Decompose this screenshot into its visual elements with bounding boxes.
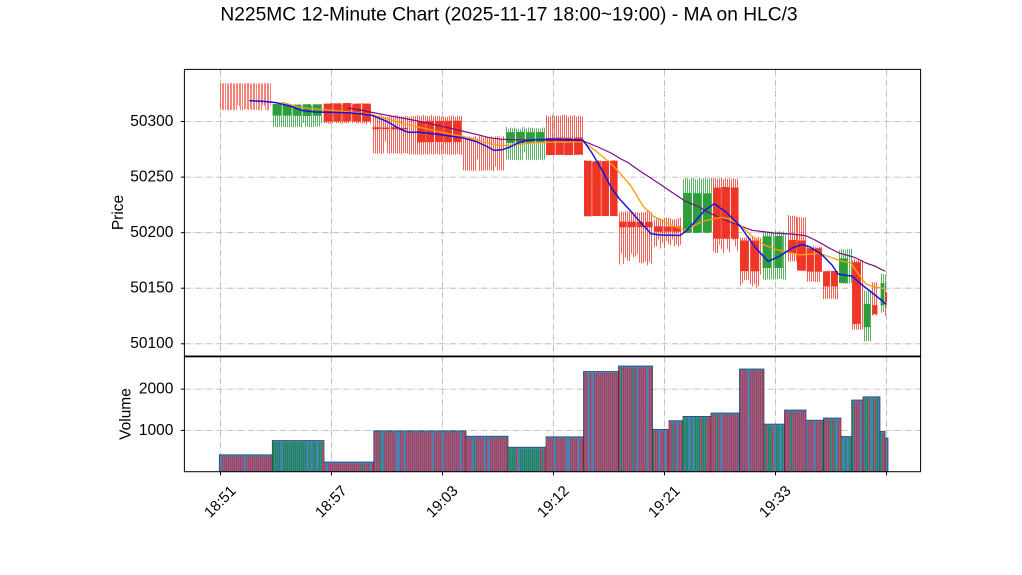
svg-text:1000: 1000 xyxy=(139,422,174,439)
svg-text:N225MC 12-Minute Chart (2025-1: N225MC 12-Minute Chart (2025-11-17 18:00… xyxy=(220,5,797,26)
svg-text:50300: 50300 xyxy=(130,113,173,130)
svg-text:50150: 50150 xyxy=(130,280,173,297)
svg-text:50250: 50250 xyxy=(130,169,173,186)
svg-text:2000: 2000 xyxy=(139,381,174,398)
svg-text:50100: 50100 xyxy=(130,335,173,352)
svg-text:Price: Price xyxy=(110,195,127,230)
svg-text:Volume: Volume xyxy=(118,388,135,440)
svg-text:50200: 50200 xyxy=(130,224,173,241)
